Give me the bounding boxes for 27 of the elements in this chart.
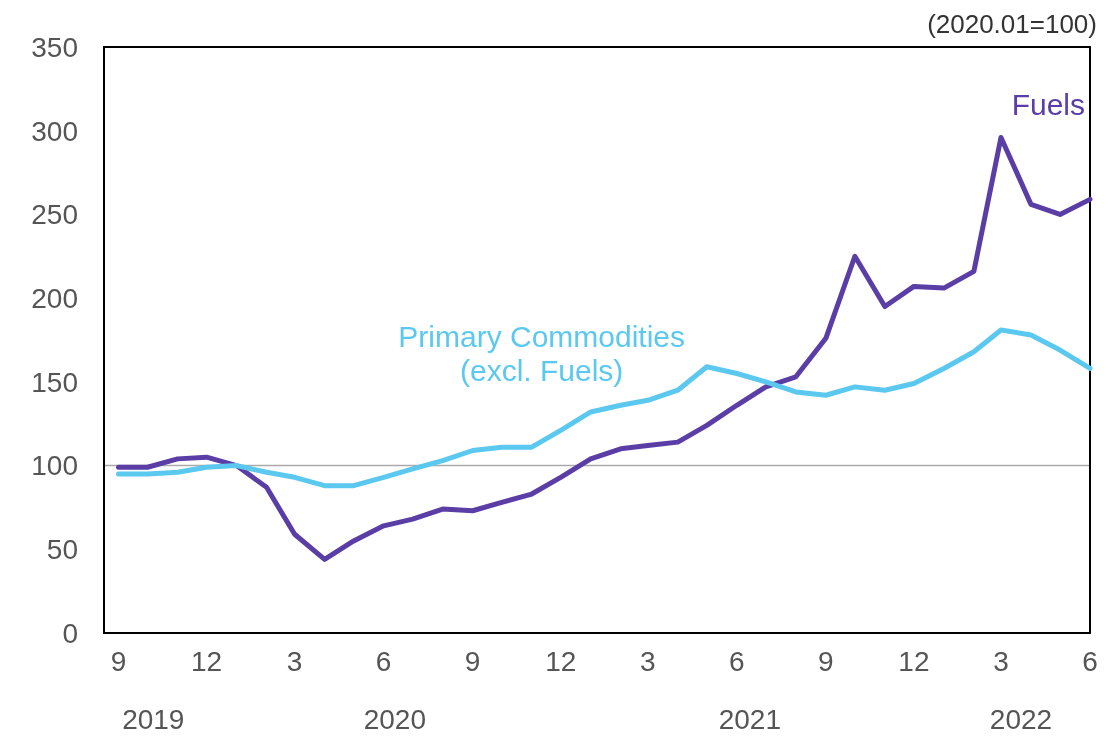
y-tick-label: 150 (31, 366, 78, 398)
y-tick-label: 350 (31, 31, 78, 63)
series-label: Fuels (1011, 88, 1085, 122)
y-tick-label: 0 (62, 617, 78, 649)
y-tick-label: 200 (31, 282, 78, 314)
x-tick-label: 12 (190, 646, 223, 677)
x-tick-label: 3 (640, 646, 656, 677)
y-tick-label: 100 (31, 450, 78, 482)
x-tick-label: 9 (818, 646, 834, 677)
text: 2019 (122, 704, 185, 735)
y-tick-label: 50 (46, 534, 78, 566)
x-tick-label: 12 (545, 646, 577, 677)
x-tick-label: 6 (1082, 646, 1098, 677)
x-tick-label: 6 (375, 646, 392, 677)
y-tick-label: 250 (31, 199, 78, 231)
text: 2022 (989, 704, 1053, 735)
x-tick-label: 9 (464, 646, 481, 677)
x-tick-label: 12 (898, 646, 930, 677)
x-tick-label: 6 (729, 646, 745, 677)
text: 2021 (718, 704, 781, 735)
series-label: Primary Commodities (excl. Fuels) (398, 320, 686, 388)
x-tick-label: 9 (110, 646, 127, 677)
text: (2020.01=100) (927, 9, 1097, 39)
x-tick-label: 3 (286, 646, 303, 677)
x-tick-label: 3 (993, 646, 1009, 677)
text: 2020 (363, 704, 427, 735)
y-tick-label: 300 (31, 115, 78, 147)
